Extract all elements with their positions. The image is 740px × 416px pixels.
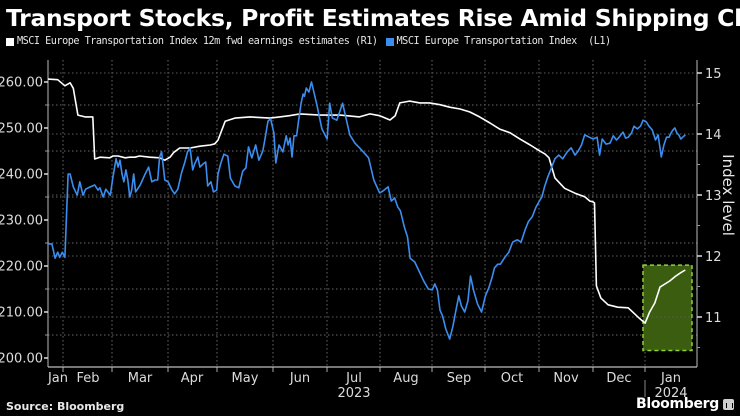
right-tick-label: 15 — [705, 67, 722, 82]
x-tick-label: Mar — [128, 371, 153, 386]
x-year-label: 2024 — [654, 386, 687, 401]
legend-swatch-white — [6, 37, 14, 46]
legend: MSCI Europe Transportation Index 12m fwd… — [6, 36, 611, 47]
bloomberg-logo-icon — [723, 398, 734, 410]
left-tick-label: 200.00 — [0, 352, 43, 367]
legend-swatch-blue — [385, 37, 394, 46]
x-tick-label: Jul — [345, 371, 362, 386]
right-tick-label: 13 — [705, 189, 722, 204]
left-tick-label: 250.00 — [0, 122, 43, 137]
legend-item-index: MSCI Europe Transportation Index (L1) — [385, 36, 612, 47]
x-tick-label: Jan — [660, 371, 681, 386]
x-tick-label: Sep — [447, 371, 472, 386]
x-tick-label: Dec — [606, 371, 631, 386]
x-tick-label: Nov — [553, 371, 579, 386]
right-axis-label: Index level — [719, 154, 737, 236]
left-tick-label: 240.00 — [0, 168, 43, 183]
legend-item-earnings-estimates: MSCI Europe Transportation Index 12m fwd… — [6, 36, 378, 47]
x-tick-label: Oct — [501, 371, 523, 386]
left-tick-label: 220.00 — [0, 260, 43, 275]
legend-label: MSCI Europe Transportation Index (L1) — [396, 36, 612, 47]
right-tick-label: 11 — [705, 311, 722, 326]
series-line-transport-index — [48, 81, 686, 340]
right-tick-label: 12 — [705, 250, 722, 265]
legend-label: MSCI Europe Transportation Index 12m fwd… — [17, 36, 378, 47]
left-tick-label: 260.00 — [0, 76, 43, 91]
x-tick-label: May — [232, 371, 259, 386]
left-tick-label: 230.00 — [0, 214, 43, 229]
highlight-box — [642, 264, 693, 352]
source-note: Source: Bloomberg — [6, 400, 125, 413]
chart-title: Transport Stocks, Profit Estimates Rise … — [6, 4, 740, 32]
x-tick-label: Feb — [76, 371, 99, 386]
x-tick-label: Jun — [289, 371, 310, 386]
right-tick-label: 14 — [705, 128, 722, 143]
brand-name: Bloomberg — [635, 396, 719, 412]
bloomberg-brand: Bloomberg — [636, 396, 734, 412]
x-tick-label: Jan — [47, 371, 68, 386]
x-tick-label: Aug — [393, 371, 418, 386]
x-year-label: 2023 — [337, 386, 370, 401]
series-line-earnings-estimates — [47, 78, 686, 324]
left-tick-label: 210.00 — [0, 306, 43, 321]
x-tick-label: Apr — [181, 371, 204, 386]
